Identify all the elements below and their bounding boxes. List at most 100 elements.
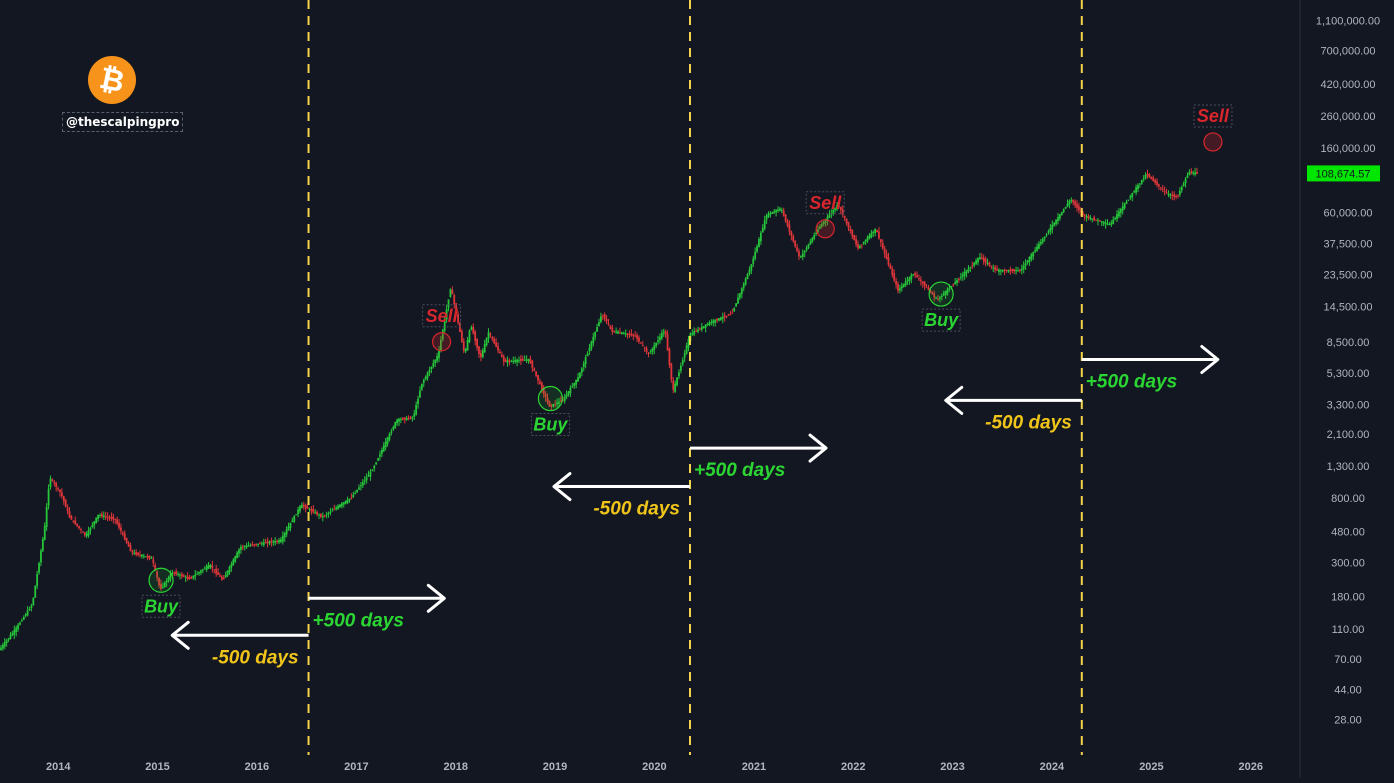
candle	[824, 219, 827, 223]
candle	[716, 318, 718, 321]
candle	[519, 358, 522, 361]
candle	[1108, 224, 1111, 226]
candle	[85, 533, 88, 537]
candle	[1133, 191, 1136, 193]
candle	[836, 205, 838, 210]
candle	[1047, 231, 1050, 233]
candle	[874, 228, 877, 233]
candle	[53, 481, 56, 484]
candle	[531, 361, 534, 368]
candle	[209, 565, 212, 568]
candle	[390, 431, 393, 434]
candle	[744, 278, 747, 285]
candle	[729, 314, 732, 316]
y-tick-label: 60,000.00	[1324, 208, 1373, 220]
y-tick-label: 420,000.00	[1320, 79, 1375, 91]
candle	[354, 492, 357, 494]
candle	[550, 404, 553, 407]
candle	[708, 322, 711, 325]
candle	[849, 228, 852, 231]
candle	[1173, 194, 1176, 197]
candle	[881, 243, 884, 249]
candle	[649, 352, 652, 354]
candle	[1005, 270, 1008, 272]
candle	[1137, 185, 1139, 190]
candle	[996, 269, 998, 271]
candle	[683, 353, 686, 358]
candle	[180, 574, 183, 577]
candle	[198, 572, 200, 574]
candle	[1074, 201, 1077, 206]
candle	[883, 248, 886, 254]
candle	[1018, 269, 1021, 271]
candle	[628, 333, 631, 335]
candle	[502, 356, 505, 362]
candle	[276, 541, 279, 543]
candle	[919, 279, 922, 282]
candle	[1093, 217, 1096, 221]
bitcoin-icon: ₿	[83, 51, 141, 109]
candle	[318, 514, 320, 516]
y-tick-label: 28.00	[1334, 714, 1362, 726]
candle	[1062, 209, 1065, 213]
candle	[999, 270, 1002, 272]
y-tick-label: 480.00	[1331, 527, 1365, 539]
candle	[845, 218, 848, 224]
candle	[291, 520, 294, 523]
candle	[609, 325, 612, 329]
y-tick-label: 14,500.00	[1324, 301, 1373, 313]
candle	[146, 555, 149, 558]
candle	[733, 308, 736, 312]
candle	[834, 208, 837, 210]
candle	[1007, 269, 1010, 272]
candle	[1102, 222, 1105, 224]
candle	[169, 574, 172, 579]
candle	[577, 377, 579, 382]
candle	[552, 403, 555, 407]
candle	[1138, 183, 1141, 185]
candle	[1112, 219, 1115, 224]
candle	[822, 221, 825, 225]
candle	[142, 555, 145, 557]
candle	[297, 509, 299, 515]
candle	[38, 563, 40, 573]
candle	[386, 437, 389, 444]
candle	[573, 383, 576, 387]
candle	[125, 538, 128, 543]
candle	[320, 513, 322, 517]
candle	[828, 214, 831, 218]
candle	[900, 286, 903, 289]
candle	[19, 622, 21, 625]
candle	[695, 331, 698, 333]
candle	[1022, 265, 1025, 270]
sell-label: Sell	[426, 306, 459, 326]
candle	[464, 348, 467, 352]
candle	[15, 627, 18, 632]
x-tick-label: 2021	[742, 761, 766, 773]
candle	[1114, 218, 1117, 220]
candle	[415, 404, 418, 415]
candle	[598, 322, 600, 327]
candle	[310, 508, 313, 512]
candle	[489, 333, 492, 336]
candle	[104, 516, 107, 518]
candle	[544, 394, 547, 398]
candle	[411, 417, 414, 419]
arrow-label: +500 days	[1086, 371, 1177, 392]
candle	[1110, 222, 1113, 225]
candle	[939, 297, 941, 299]
candle	[121, 532, 124, 535]
candle	[693, 331, 696, 335]
candle	[434, 359, 437, 363]
candle	[518, 360, 520, 362]
candle	[838, 205, 840, 207]
candle	[156, 571, 159, 578]
candle	[377, 458, 379, 461]
candle	[232, 559, 235, 566]
candle	[687, 339, 690, 348]
candle	[662, 331, 665, 333]
candle	[746, 274, 749, 280]
candle	[737, 297, 739, 304]
